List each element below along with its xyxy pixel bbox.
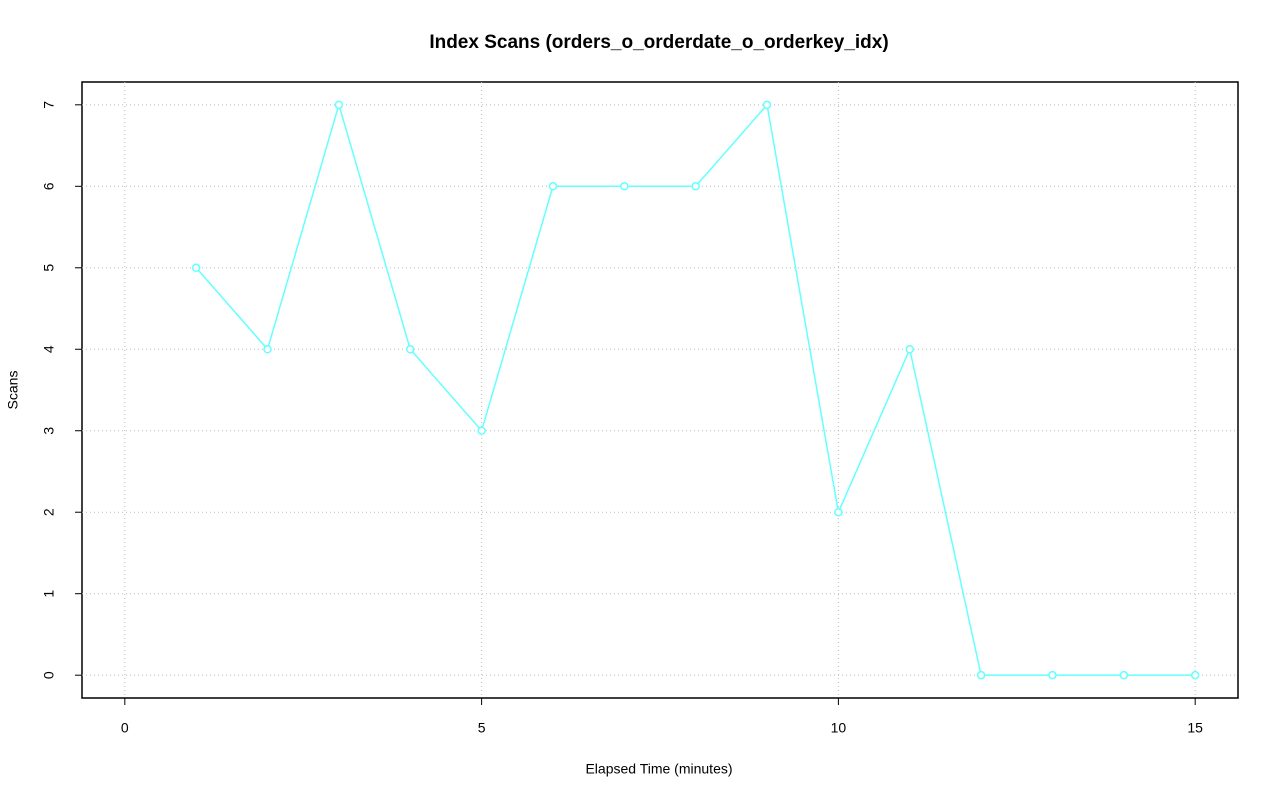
point	[620, 182, 629, 191]
point	[405, 345, 415, 354]
y-tick-label: 0	[41, 671, 57, 679]
point	[691, 182, 700, 191]
y-tick-label: 5	[41, 264, 57, 272]
x-tick-label: 10	[831, 720, 847, 736]
point	[191, 263, 201, 273]
chart-title: Index Scans (orders_o_orderdate_o_orderk…	[429, 32, 888, 53]
point	[1119, 670, 1129, 680]
y-tick-label: 3	[41, 427, 57, 435]
x-tick-label: 5	[478, 720, 486, 736]
x-tick-label: 15	[1187, 720, 1203, 736]
point	[762, 100, 772, 110]
point	[334, 100, 344, 110]
point	[1190, 670, 1200, 680]
point	[1048, 670, 1057, 680]
x-tick-label: 0	[121, 720, 129, 736]
point	[905, 345, 915, 354]
x-axis-label: Elapsed Time (minutes)	[585, 761, 732, 777]
plot-frame	[81, 81, 1239, 699]
point	[834, 507, 843, 517]
point	[548, 182, 558, 191]
y-tick-label: 4	[41, 345, 57, 353]
y-tick-label: 7	[41, 101, 57, 109]
y-tick-label: 1	[41, 590, 57, 598]
point	[477, 426, 486, 435]
y-axis-label: Scans	[5, 371, 21, 410]
y-tick-label: 6	[41, 182, 57, 190]
y-tick-label: 2	[41, 508, 57, 516]
point	[263, 345, 272, 354]
point	[976, 670, 986, 680]
